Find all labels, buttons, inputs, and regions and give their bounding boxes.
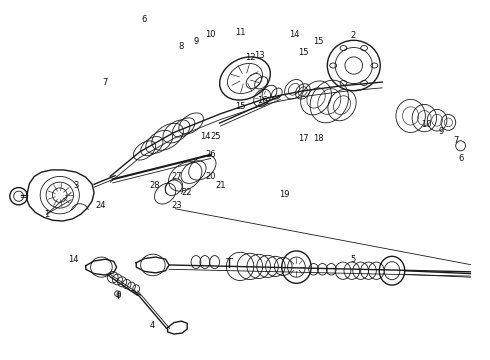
- Text: 4: 4: [149, 321, 154, 330]
- Text: 28: 28: [149, 181, 160, 190]
- Text: 15: 15: [235, 102, 245, 111]
- Text: 6: 6: [142, 15, 147, 24]
- Text: 21: 21: [215, 181, 226, 190]
- Text: 24: 24: [95, 201, 106, 210]
- Text: 10: 10: [421, 120, 432, 129]
- Text: 14: 14: [200, 132, 211, 141]
- Text: 6: 6: [115, 291, 120, 300]
- Text: 13: 13: [254, 51, 265, 60]
- Text: 11: 11: [235, 28, 245, 37]
- Text: 23: 23: [171, 201, 182, 210]
- Text: 14: 14: [68, 255, 79, 264]
- Text: 16: 16: [257, 96, 268, 105]
- Text: 25: 25: [210, 132, 221, 141]
- Text: 1: 1: [44, 210, 49, 219]
- Text: 15: 15: [313, 37, 324, 46]
- Text: 17: 17: [298, 134, 309, 143]
- Text: 8: 8: [179, 42, 184, 51]
- Text: 14: 14: [289, 30, 299, 39]
- Text: 18: 18: [313, 134, 324, 143]
- Text: 5: 5: [350, 255, 355, 264]
- Text: 20: 20: [205, 172, 216, 181]
- Text: 19: 19: [279, 190, 290, 199]
- Text: 3: 3: [74, 181, 78, 190]
- Text: 10: 10: [205, 30, 216, 39]
- Text: 7: 7: [103, 78, 108, 87]
- Text: 7: 7: [453, 136, 458, 145]
- Text: 9: 9: [194, 37, 198, 46]
- Text: 12: 12: [245, 53, 255, 62]
- Text: 2: 2: [350, 31, 355, 40]
- Text: 9: 9: [439, 127, 443, 136]
- Text: 26: 26: [205, 150, 216, 159]
- Text: 27: 27: [171, 172, 182, 181]
- Text: 6: 6: [458, 154, 463, 163]
- Text: 22: 22: [181, 188, 192, 197]
- Text: 15: 15: [298, 48, 309, 57]
